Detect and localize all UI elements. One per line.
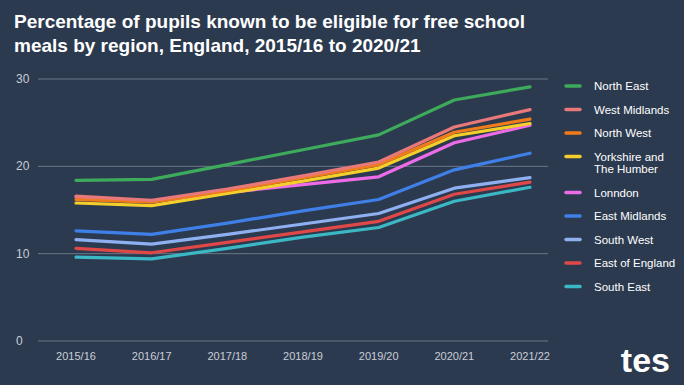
series-line xyxy=(76,119,530,202)
legend-swatch xyxy=(566,191,580,195)
lines xyxy=(76,87,530,259)
series-line xyxy=(76,125,530,201)
x-tick-label: 2016/17 xyxy=(132,350,172,362)
chart: Percentage of pupils known to be eligibl… xyxy=(0,0,684,385)
legend-label: Yorkshire andThe Humber xyxy=(594,151,664,176)
text-line: The Humber xyxy=(594,163,658,175)
x-tick-label: 2020/21 xyxy=(434,350,474,362)
legend-swatch xyxy=(566,108,580,112)
text-line: Lonndon xyxy=(594,187,639,199)
text-line: meals by region, England, 2015/16 to 202… xyxy=(14,35,421,56)
legend-label: North East xyxy=(594,80,649,92)
legend-swatch xyxy=(566,285,580,289)
title: Percentage of pupils known to be eligibl… xyxy=(14,11,525,56)
y-tick-label: 10 xyxy=(16,247,30,261)
text-line: South East xyxy=(594,281,651,293)
grid-line xyxy=(38,253,548,254)
x-tick-label: 2018/19 xyxy=(283,350,323,362)
text-line: East of England xyxy=(594,257,675,269)
x-tick-label: 2015/16 xyxy=(56,350,96,362)
series-line xyxy=(76,87,530,180)
legend-swatch xyxy=(566,261,580,265)
text-line: North West xyxy=(594,127,652,139)
series-line xyxy=(76,110,530,201)
y-tick-label: 0 xyxy=(16,334,23,348)
y-tick-label: 30 xyxy=(16,72,30,86)
legend-swatch xyxy=(566,155,580,159)
legend-swatch xyxy=(566,131,580,135)
text-line: East Midlands xyxy=(594,210,666,222)
logo: tes xyxy=(621,341,670,379)
legend-label: South West xyxy=(594,234,654,246)
legend-swatch xyxy=(566,84,580,88)
x-tick-label: 2021/22 xyxy=(510,350,550,362)
text-line: Percentage of pupils known to be eligibl… xyxy=(14,11,525,32)
page: {"chart_data": { "type": "line", "title"… xyxy=(0,0,684,385)
grid-line xyxy=(38,79,548,80)
x-tick-label: 2019/20 xyxy=(359,350,399,362)
legend-label: East Midlands xyxy=(594,210,666,222)
background xyxy=(0,0,684,385)
y-tick-label: 20 xyxy=(16,159,30,173)
legend-label: East of England xyxy=(594,257,675,269)
text-line: South West xyxy=(594,234,654,246)
legend-swatch xyxy=(566,238,580,242)
grid-line xyxy=(38,341,548,342)
text-line: West Midlands xyxy=(594,104,669,116)
series-line xyxy=(76,153,530,234)
legend: North East West Midlands North West Yorkshi… xyxy=(566,80,675,293)
grid xyxy=(38,79,548,341)
series-line xyxy=(76,124,530,206)
text-line: Yorkshire and xyxy=(594,151,664,163)
legend-label: West Midlands xyxy=(594,104,669,116)
legend-swatch xyxy=(566,214,580,218)
legend-label: Lonndon xyxy=(594,187,639,199)
legend-label: South East xyxy=(594,281,651,293)
legend-label: North West xyxy=(594,127,652,139)
text-line: North East xyxy=(594,80,649,92)
x-tick-label: 2017/18 xyxy=(207,350,247,362)
